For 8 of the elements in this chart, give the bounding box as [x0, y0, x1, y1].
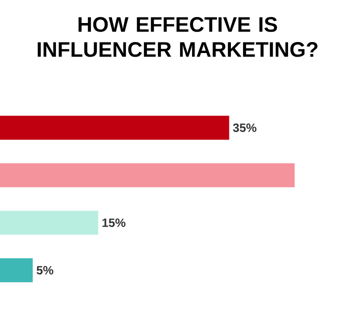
- bar: [0, 258, 33, 282]
- bar: [0, 163, 295, 188]
- data-label: 35%: [232, 124, 256, 132]
- chart-title: HOW EFFECTIVE IS INFLUENCER MARKETING?: [38, 17, 318, 57]
- bar: [0, 210, 98, 235]
- bar: [0, 116, 230, 140]
- data-label: 5%: [36, 266, 54, 274]
- data-label: 15%: [102, 218, 126, 227]
